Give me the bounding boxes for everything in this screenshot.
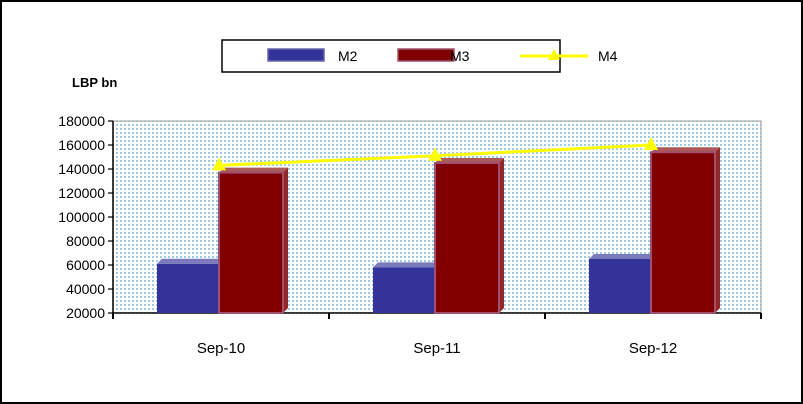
x-tick-label: Sep-11 [413, 340, 460, 357]
bar-top [157, 258, 226, 264]
bar [589, 259, 653, 313]
bar-m2-sep-11 [373, 262, 442, 313]
legend-swatch-marker [548, 49, 560, 60]
legend-label: M2 [338, 48, 358, 64]
line-marker [212, 157, 226, 171]
y-tick-label: 40000 [66, 281, 105, 297]
bar-side [499, 158, 504, 313]
legend-label: M4 [598, 48, 618, 64]
y-tick-label: 180000 [58, 113, 105, 129]
bar-m3-sep-11 [434, 158, 504, 314]
bar-m2-sep-10 [157, 258, 226, 313]
y-tick-label: 60000 [66, 257, 105, 273]
bars [157, 147, 720, 314]
y-tick-label: 100000 [58, 209, 105, 225]
bar-top [435, 158, 504, 163]
line-series [212, 137, 658, 171]
bar-m2-sep-12 [589, 254, 658, 313]
x-tick-label: Sep-12 [629, 340, 677, 357]
legend-label: M3 [450, 48, 470, 64]
y-axis-title: LBP bn [72, 75, 117, 90]
legend-item-m3: M3 [397, 48, 470, 64]
legend-swatch [267, 48, 325, 62]
y-tick-label: 140000 [58, 161, 105, 177]
bar-side [283, 167, 288, 313]
bar [434, 162, 500, 314]
bar-top [219, 167, 288, 173]
line-marker [428, 147, 442, 161]
bar-m3-sep-10 [218, 167, 288, 314]
x-tick-label: Sep-10 [197, 340, 245, 357]
bar-side [715, 147, 720, 313]
bar-top [373, 262, 442, 268]
bar-m3-sep-12 [650, 147, 720, 314]
legend-item-m2: M2 [267, 48, 358, 64]
bar-top [651, 147, 720, 153]
y-tick-label: 120000 [58, 185, 105, 201]
y-tick-label: 160000 [58, 137, 105, 153]
bar [650, 151, 716, 314]
legend-swatch [397, 48, 455, 62]
bar [157, 263, 221, 313]
legend: M2 M3 M4 [221, 39, 618, 73]
bar-top [589, 254, 658, 259]
legend-item-m4: M4 [520, 48, 618, 64]
line-marker [644, 137, 658, 150]
bar [218, 171, 284, 314]
y-axis: 20000 40000 60000 80000 100000 120000 140000 16… [58, 113, 114, 321]
y-tick-label: 20000 [66, 305, 105, 321]
y-tick-label: 80000 [66, 233, 105, 249]
bar [373, 267, 437, 313]
